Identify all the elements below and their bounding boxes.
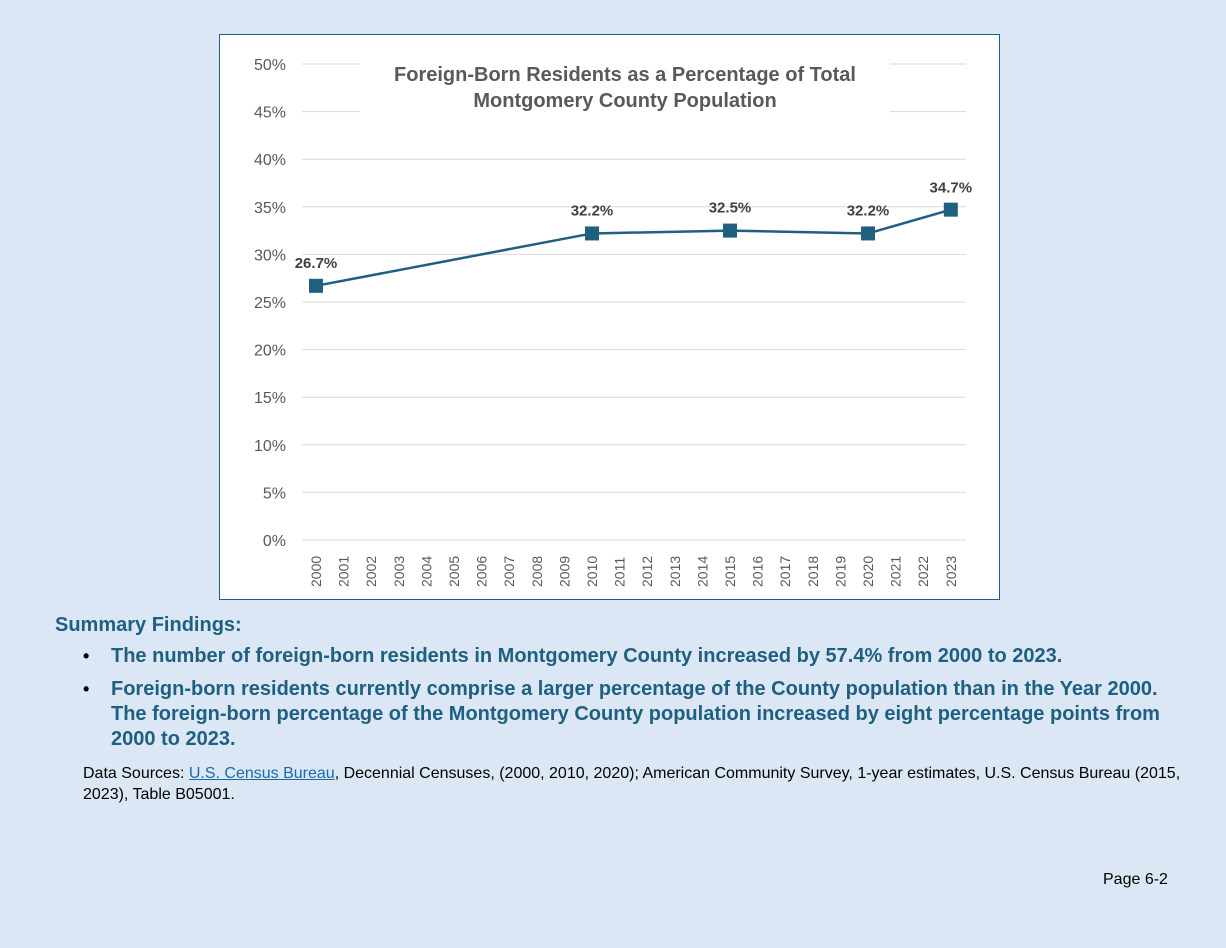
sources-prefix: Data Sources: [83, 765, 189, 782]
x-tick-label: 2006 [474, 556, 490, 587]
series-line [315, 208, 952, 288]
y-tick-label: 0% [263, 533, 286, 550]
y-tick-label: 45% [254, 105, 286, 122]
data-point-marker [861, 226, 875, 241]
chart-title-line-2: Montgomery County Population [473, 90, 777, 112]
y-tick-label: 25% [254, 295, 286, 312]
x-tick-label: 2001 [336, 556, 352, 587]
y-tick-label: 40% [254, 152, 286, 169]
x-tick-label: 2000 [308, 556, 324, 587]
data-label: 32.2% [571, 202, 614, 219]
y-tick-label: 50% [254, 57, 286, 74]
y-tick-label: 20% [254, 343, 286, 360]
line-chart: 0% 5% 10% 15% 20% 25% 30% 35% 40% 45% 50% 2000 2001 2… [254, 57, 973, 587]
y-tick-label: 5% [263, 485, 286, 502]
x-tick-label: 2016 [750, 556, 766, 587]
bullet-icon: • [83, 679, 90, 699]
y-tick-label: 10% [254, 438, 286, 455]
x-tick-label: 2010 [584, 556, 600, 587]
chart-title-line-1: Foreign-Born Residents as a Percentage o… [394, 64, 856, 86]
finding-text: Foreign-born residents currently compris… [111, 678, 1160, 750]
x-tick-label: 2002 [363, 556, 379, 587]
x-tick-label: 2018 [805, 556, 821, 587]
data-label: 32.2% [847, 202, 890, 219]
data-sources: Data Sources: U.S. Census Bureau, Decenn… [83, 763, 1183, 805]
x-tick-label: 2003 [391, 556, 407, 587]
x-tick-label: 2007 [501, 556, 517, 587]
data-label: 26.7% [295, 255, 338, 272]
x-tick-label: 2005 [446, 556, 462, 587]
finding-item: • The number of foreign-born residents i… [83, 644, 1183, 669]
y-tick-label: 15% [254, 390, 286, 407]
data-point-marker [723, 223, 737, 238]
data-point-marker [943, 202, 958, 217]
data-point-marker [309, 278, 323, 293]
x-tick-label: 2015 [722, 556, 738, 587]
chart-title: Foreign-Born Residents as a Percentage o… [360, 62, 890, 114]
x-tick-label: 2004 [418, 556, 434, 587]
sources-suffix: , Decennial Censuses, (2000, 2010, 2020)… [83, 765, 1181, 803]
bullet-icon: • [83, 646, 90, 666]
data-label: 32.5% [709, 200, 752, 217]
x-tick-label: 2022 [915, 556, 931, 587]
data-label: 34.7% [930, 180, 973, 197]
x-tick-label: 2019 [832, 556, 848, 587]
chart-panel: 0% 5% 10% 15% 20% 25% 30% 35% 40% 45% 50% 2000 2001 2… [219, 34, 1000, 600]
y-tick-label: 30% [254, 247, 286, 264]
census-bureau-link[interactable]: U.S. Census Bureau [188, 765, 335, 782]
y-tick-label: 35% [254, 200, 286, 217]
summary-heading: Summary Findings: [55, 614, 242, 636]
page-number: Page 6-2 [1103, 871, 1168, 888]
data-point-marker [585, 226, 599, 241]
findings-list: • The number of foreign-born residents i… [83, 644, 1183, 760]
x-tick-label: 2014 [694, 556, 710, 587]
x-tick-label: 2012 [639, 556, 655, 587]
finding-item: • Foreign-born residents currently compr… [83, 677, 1183, 752]
x-tick-label: 2011 [612, 557, 628, 587]
x-tick-label: 2013 [667, 556, 683, 587]
x-tick-label: 2009 [556, 556, 572, 587]
x-tick-label: 2008 [529, 556, 545, 587]
x-tick-label: 2020 [860, 556, 876, 587]
x-tick-label: 2017 [777, 556, 793, 587]
finding-text: The number of foreign-born residents in … [111, 645, 1063, 667]
x-tick-label: 2021 [888, 556, 904, 587]
x-tick-label: 2023 [943, 556, 959, 587]
